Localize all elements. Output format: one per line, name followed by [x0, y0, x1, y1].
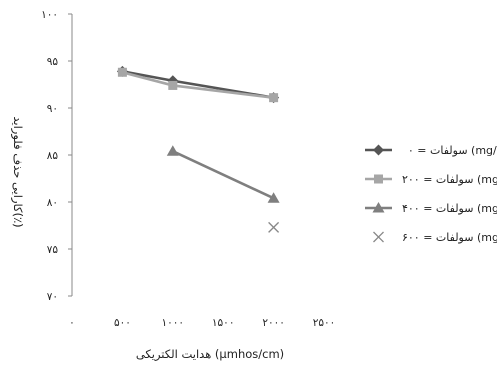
legend-item: سولفات = ۴۰۰ (mg/l): [365, 202, 497, 215]
x-tick-label: ۵۰۰: [114, 317, 131, 329]
legend-label: سولفات = ۶۰۰ (mg/l): [402, 231, 497, 244]
data-point: [117, 67, 127, 77]
y-tick-label: ۹۰: [47, 103, 58, 115]
x-axis-title: هدایت الکتریکی (µmhos/cm): [136, 347, 284, 362]
x-tick-label: ۱۰۰۰: [162, 317, 185, 329]
series-1: [117, 67, 279, 103]
x-tick-label: ۲۵۰۰: [313, 317, 336, 329]
legend-label: سولفات = ۲۰۰ (mg/l): [402, 173, 497, 186]
y-tick-label: ۱۰۰: [41, 9, 58, 21]
data-point: [168, 80, 178, 90]
series-layer: [116, 65, 280, 233]
legend-label: سولفات = ۰ (mg/l): [408, 144, 497, 157]
x-axis-ticks: ۰ ۵۰۰ ۱۰۰۰ ۱۵۰۰ ۲۰۰۰ ۲۵۰۰: [69, 317, 335, 329]
y-tick-label: ۸۵: [47, 150, 59, 162]
series-2: [166, 145, 280, 203]
legend-marker: [373, 231, 384, 243]
x-tick-label: ۱۵۰۰: [212, 317, 235, 329]
legend-marker: [374, 174, 383, 184]
y-tick-label: ۷۰: [47, 291, 58, 303]
legend-item: سولفات = ۶۰۰ (mg/l): [373, 231, 497, 244]
y-axis-title: کارایی حذف فلوراید(٪): [10, 116, 25, 227]
series-line: [172, 150, 275, 200]
y-tick-label: ۸۰: [47, 197, 58, 209]
legend-item: سولفات = ۲۰۰ (mg/l): [365, 173, 497, 186]
x-tick-label: ۰: [69, 317, 75, 329]
legend-label: سولفات = ۴۰۰ (mg/l): [402, 202, 497, 215]
legend-marker: [372, 202, 385, 213]
x-tick-label: ۲۰۰۰: [262, 317, 285, 329]
legend-item: سولفات = ۰ (mg/l): [365, 144, 497, 157]
data-point: [166, 145, 179, 156]
legend: سولفات = ۰ (mg/l) سولفات = ۲۰۰ (mg/l) سولف…: [365, 144, 497, 244]
data-point: [268, 221, 280, 233]
legend-marker: [373, 144, 384, 156]
series-0: [116, 65, 280, 104]
data-point: [267, 192, 280, 203]
y-axis-ticks: ۷۰ ۷۵ ۸۰ ۸۵ ۹۰ ۹۵ ۱۰۰: [41, 9, 72, 303]
series-3: [268, 221, 280, 233]
y-tick-label: ۷۵: [47, 244, 59, 256]
data-point: [269, 93, 279, 103]
y-tick-label: ۹۵: [47, 56, 59, 68]
